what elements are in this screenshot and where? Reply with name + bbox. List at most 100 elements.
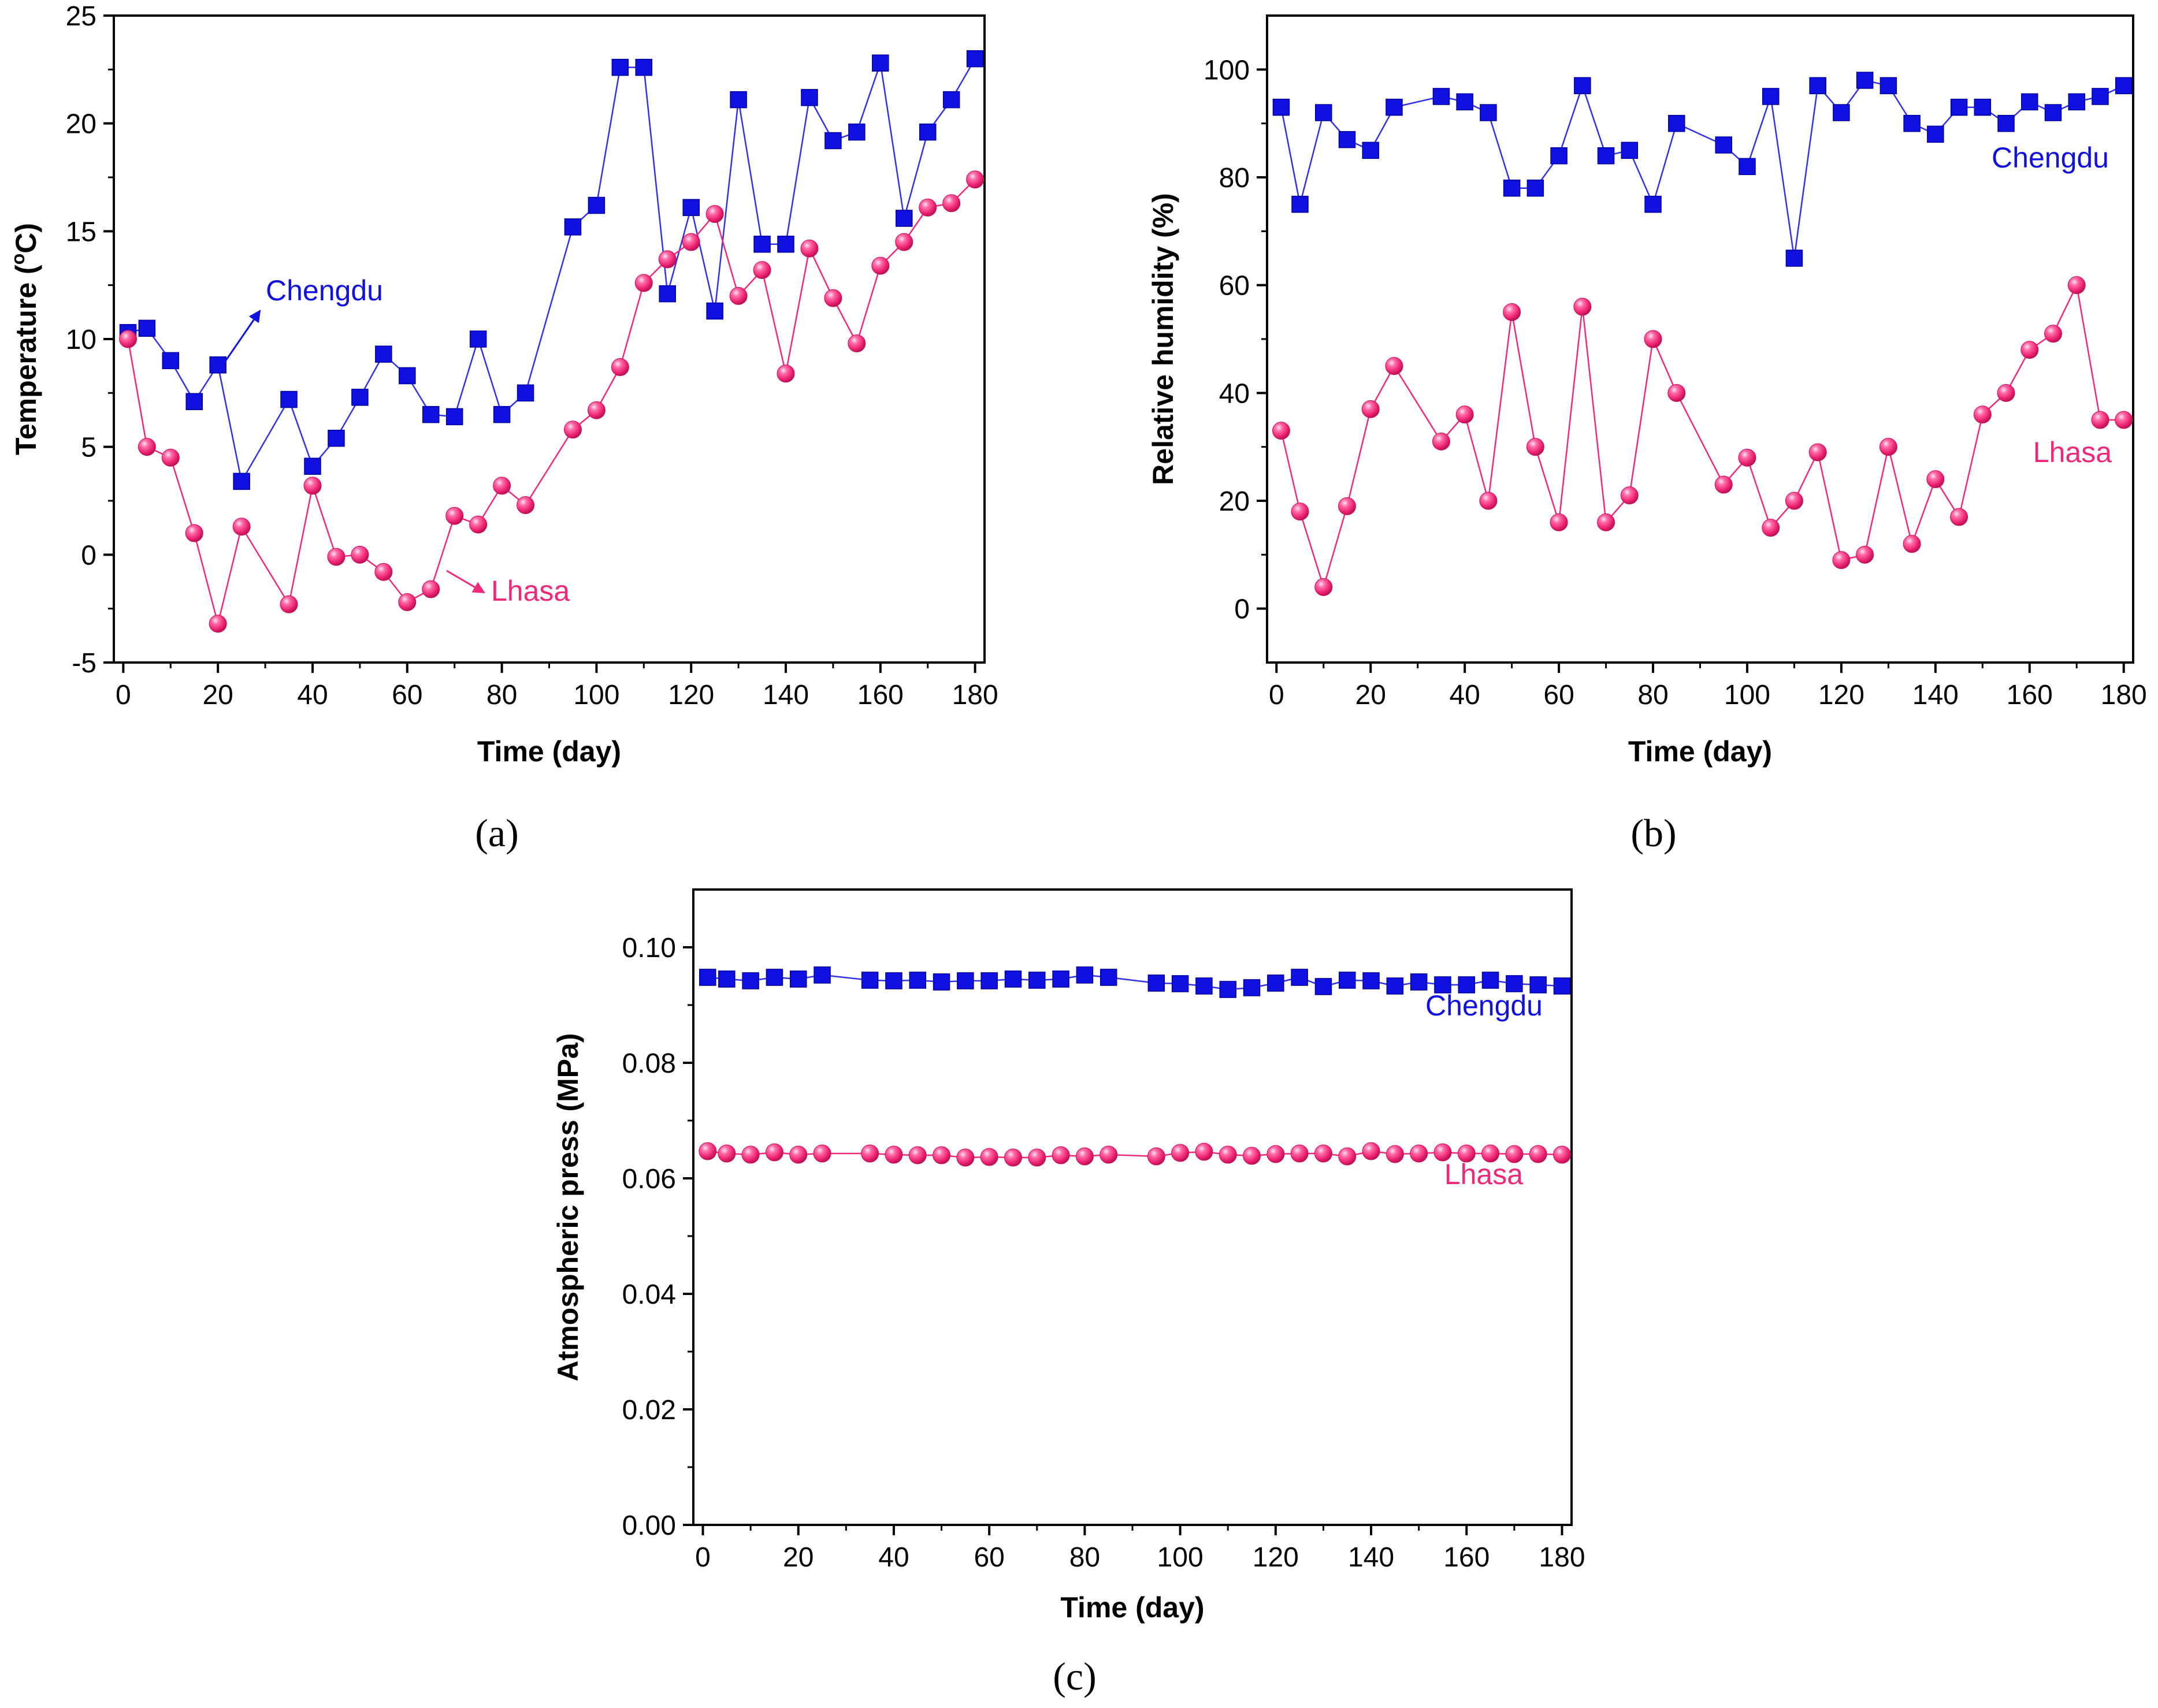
point-lhasa <box>469 515 488 534</box>
point-lhasa <box>1479 492 1498 510</box>
point-lhasa <box>1290 1144 1309 1163</box>
point-lhasa <box>885 1145 903 1164</box>
point-chengdu <box>517 384 534 402</box>
point-lhasa <box>1385 357 1403 375</box>
point-chengdu <box>2044 104 2062 121</box>
point-chengdu <box>909 972 927 989</box>
point-lhasa <box>908 1146 927 1164</box>
point-lhasa <box>658 250 677 269</box>
point-lhasa <box>871 256 890 275</box>
point-chengdu <box>280 390 298 408</box>
point-lhasa <box>1529 1145 1547 1163</box>
point-chengdu <box>1410 973 1428 991</box>
x-tick-label: 60 <box>1543 680 1574 710</box>
point-lhasa <box>1879 438 1897 456</box>
point-chengdu <box>885 972 902 989</box>
point-chengdu <box>1291 195 1309 213</box>
point-chengdu <box>162 352 180 370</box>
point-chengdu <box>1481 972 1499 989</box>
y-tick-label: 80 <box>1219 163 1250 194</box>
x-tick-label: 80 <box>1069 1542 1100 1573</box>
point-chengdu <box>682 199 700 217</box>
y-tick-label: 0.08 <box>622 1048 676 1079</box>
point-chengdu <box>138 319 156 337</box>
point-chengdu <box>1550 147 1568 165</box>
x-tick-label: 0 <box>1269 680 1284 710</box>
x-tick-label: 140 <box>1912 680 1959 710</box>
point-chengdu <box>1880 77 1897 95</box>
point-lhasa <box>1291 503 1309 521</box>
point-lhasa <box>232 518 251 536</box>
point-lhasa <box>161 448 180 467</box>
point-lhasa <box>1997 384 2015 402</box>
point-lhasa <box>119 330 138 348</box>
point-lhasa <box>705 204 724 223</box>
point-chengdu <box>933 973 950 991</box>
point-chengdu <box>1432 88 1450 105</box>
point-chengdu <box>375 345 392 363</box>
x-axis-title: Time (day) <box>1060 1591 1204 1624</box>
point-chengdu <box>611 58 629 76</box>
point-lhasa <box>1903 535 1921 553</box>
x-tick-label: 120 <box>1818 680 1864 710</box>
series-line-chengdu <box>707 974 1562 991</box>
point-chengdu <box>718 970 736 988</box>
x-tick-label: 160 <box>1443 1542 1490 1573</box>
point-lhasa <box>327 548 346 566</box>
point-chengdu <box>1171 975 1189 992</box>
point-chengdu <box>777 235 794 253</box>
point-lhasa <box>1552 1145 1571 1164</box>
point-chengdu <box>1004 970 1022 988</box>
point-lhasa <box>1455 405 1474 424</box>
y-tick-label: 100 <box>1204 55 1250 85</box>
point-lhasa <box>980 1148 998 1166</box>
chengdu-arrow <box>218 310 261 370</box>
series-label-lhasa: Lhasa <box>2033 436 2112 468</box>
point-lhasa <box>1147 1147 1165 1166</box>
point-lhasa <box>895 233 913 251</box>
point-chengdu <box>1506 975 1523 992</box>
x-tick-label: 120 <box>668 680 714 710</box>
point-chengdu <box>445 408 463 426</box>
chart-relative-humidity: 0 20 40 60 80 100 120 140 160 180 0 20 40 60 80 100 Time… <box>1147 14 2147 855</box>
point-lhasa <box>824 289 842 307</box>
point-chengdu <box>2092 88 2109 105</box>
point-lhasa <box>1503 303 1521 321</box>
point-lhasa <box>1362 1142 1380 1160</box>
chart-temperature: 0 20 40 60 80 100 120 140 160 180 -5 0 5 10 15 20 25 Time… <box>8 1 998 855</box>
point-chengdu <box>1100 969 1117 986</box>
x-tick-label: 40 <box>297 680 328 710</box>
series-label-chengdu: Chengdu <box>1992 142 2109 174</box>
panel-label: (b) <box>1630 811 1676 855</box>
y-tick-label: 0.06 <box>622 1164 676 1195</box>
series-line-lhasa <box>127 178 976 624</box>
chart-atmospheric-pressure: 0 20 40 60 80 100 120 140 160 180 0.00 0.02 0.04 0.06… <box>552 888 1585 1698</box>
x-tick-label: 140 <box>763 680 809 710</box>
point-lhasa <box>966 170 985 189</box>
point-chengdu <box>966 50 984 68</box>
y-tick-label: 20 <box>1219 486 1250 517</box>
point-lhasa <box>942 194 961 213</box>
point-lhasa <box>718 1144 736 1163</box>
point-lhasa <box>422 580 440 598</box>
x-tick-label: 100 <box>573 680 619 710</box>
y-axis-title-part: C) <box>10 223 42 254</box>
point-chengdu <box>588 196 606 214</box>
point-chengdu <box>1386 98 1403 116</box>
point-chengdu <box>980 972 998 989</box>
point-chengdu <box>896 210 913 227</box>
point-chengdu <box>1480 104 1497 121</box>
point-chengdu <box>2115 77 2133 95</box>
x-tick-label: 60 <box>392 680 422 710</box>
point-chengdu <box>1503 179 1521 197</box>
point-lhasa <box>2044 325 2063 343</box>
y-tick-label: 0.10 <box>622 933 676 963</box>
x-axis-title: Time (day) <box>477 735 621 768</box>
point-lhasa <box>634 274 653 292</box>
x-tick-label: 0 <box>116 680 131 710</box>
point-chengdu <box>1219 981 1236 998</box>
point-lhasa <box>1620 486 1639 505</box>
point-lhasa <box>699 1142 717 1160</box>
y-axis-title-part: Temperature ( <box>10 265 42 455</box>
